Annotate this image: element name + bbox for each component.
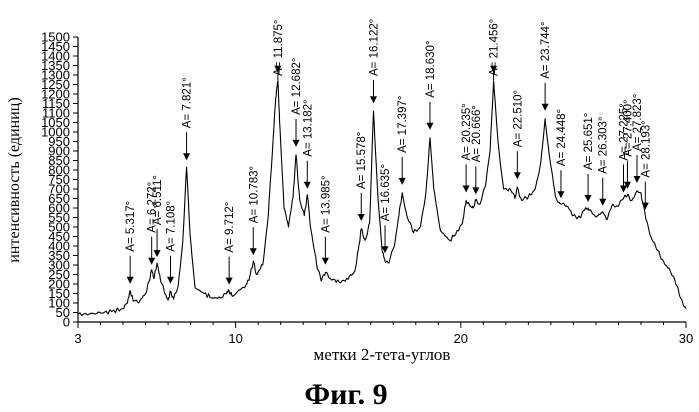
peak-arrow-head bbox=[585, 195, 592, 202]
peak-arrow-head bbox=[557, 191, 564, 198]
peak-label: A= 16.635° bbox=[380, 164, 392, 221]
peak-label: A= 15.578° bbox=[356, 132, 368, 189]
x-axis-label: метки 2-тета-углов bbox=[314, 345, 451, 364]
peak-arrow-head bbox=[620, 186, 627, 193]
peak-label: A= 20.666° bbox=[471, 105, 483, 162]
peak-arrow-head bbox=[399, 178, 406, 185]
peak-label: A= 25.651° bbox=[583, 113, 595, 170]
x-tick-label: 20 bbox=[454, 331, 468, 346]
peak-arrow-head bbox=[293, 140, 300, 147]
y-axis-ticks: 0501001502002503003504004505005506006507… bbox=[41, 30, 78, 330]
peak-arrow-head bbox=[127, 277, 134, 284]
peak-label: A= 24.448° bbox=[556, 109, 568, 166]
peak-label: A= 12.682° bbox=[291, 58, 303, 115]
y-tick-label: 1500 bbox=[41, 30, 70, 45]
figure-caption: Фиг. 9 bbox=[304, 378, 387, 411]
peak-arrow-head bbox=[250, 248, 257, 255]
peak-arrow-head bbox=[148, 258, 155, 265]
x-tick-label: 3 bbox=[74, 331, 81, 346]
peak-arrow-head bbox=[472, 187, 479, 194]
peak-label: A= 13.985° bbox=[320, 175, 332, 232]
peak-annotations: A= 5.317°A= 6.272°A= 6.511°A= 7.108°A= 7… bbox=[125, 19, 652, 285]
peak-label: A= 7.821° bbox=[182, 77, 194, 128]
peak-label: A= 18.630° bbox=[425, 40, 437, 97]
peak-arrow-head bbox=[463, 186, 470, 193]
peak-arrow-head bbox=[183, 153, 190, 160]
peak-label: A= 6.511° bbox=[152, 175, 164, 225]
peak-label: A= 13.182° bbox=[302, 99, 314, 156]
peak-arrow-head bbox=[358, 214, 365, 221]
peak-label: A= 23.744° bbox=[540, 21, 552, 78]
peak-arrow-head bbox=[642, 203, 649, 210]
peak-arrow-head bbox=[542, 104, 549, 111]
peak-arrow-head bbox=[322, 258, 329, 265]
peak-arrow-head bbox=[167, 277, 174, 284]
peak-arrow-head bbox=[226, 278, 233, 285]
x-tick-label: 10 bbox=[228, 331, 242, 346]
peak-label: A= 10.783° bbox=[248, 166, 260, 223]
peak-label: A= 5.317° bbox=[125, 201, 137, 252]
peak-label: A= 22.510° bbox=[512, 90, 524, 147]
peak-label: A= 28.193° bbox=[640, 120, 652, 177]
peak-arrow-head bbox=[426, 123, 433, 130]
peak-label: A= 7.108° bbox=[166, 201, 178, 252]
peak-label: A= 17.397° bbox=[397, 96, 409, 153]
peak-arrow-head bbox=[599, 199, 606, 206]
peak-label: A= 26.303° bbox=[598, 116, 610, 173]
peak-label: A= 9.712° bbox=[224, 202, 236, 253]
peak-label: A= 16.122° bbox=[369, 19, 381, 76]
x-axis-ticks: 3 10 20 30 bbox=[74, 322, 693, 346]
x-tick-label: 30 bbox=[679, 331, 693, 346]
y-axis-label: интенсивность (единиц) bbox=[6, 97, 23, 262]
peak-arrow-head bbox=[304, 182, 311, 189]
peak-arrow-head bbox=[370, 96, 377, 103]
peak-arrow-head bbox=[154, 250, 161, 257]
peak-arrow-head bbox=[514, 172, 521, 179]
